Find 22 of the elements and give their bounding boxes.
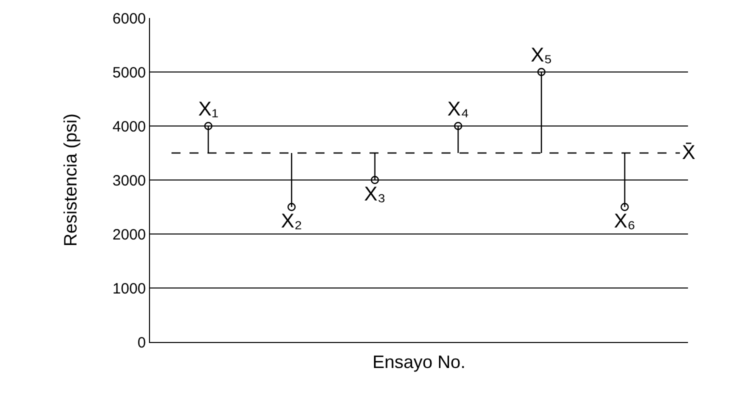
y-tick-label: 6000 [112,10,146,28]
point [537,68,546,76]
point [454,122,462,130]
ref-line-label: X̄ [682,142,696,164]
point [204,122,212,130]
y-tick-label: 5000 [112,64,146,82]
y-tick-label: 2000 [112,226,146,244]
y-tick-label: 3000 [112,172,146,190]
y-tick-label: 0 [138,334,146,352]
x-axis-title: Ensayo No. [372,352,466,372]
point [370,176,379,184]
data-label: X₅ [530,44,552,67]
data-label: X₆ [614,210,636,232]
data-label: X₄ [447,98,469,121]
point [620,202,629,212]
point [287,202,296,212]
y-tick-label: 1000 [112,280,146,298]
data-label: X₂ [281,210,302,232]
data-label: X₁ [198,98,219,121]
y-axis-title: Resistencia (psi) [60,113,81,247]
data-label: X₃ [364,183,386,206]
y-tick-label: 4000 [112,118,146,136]
